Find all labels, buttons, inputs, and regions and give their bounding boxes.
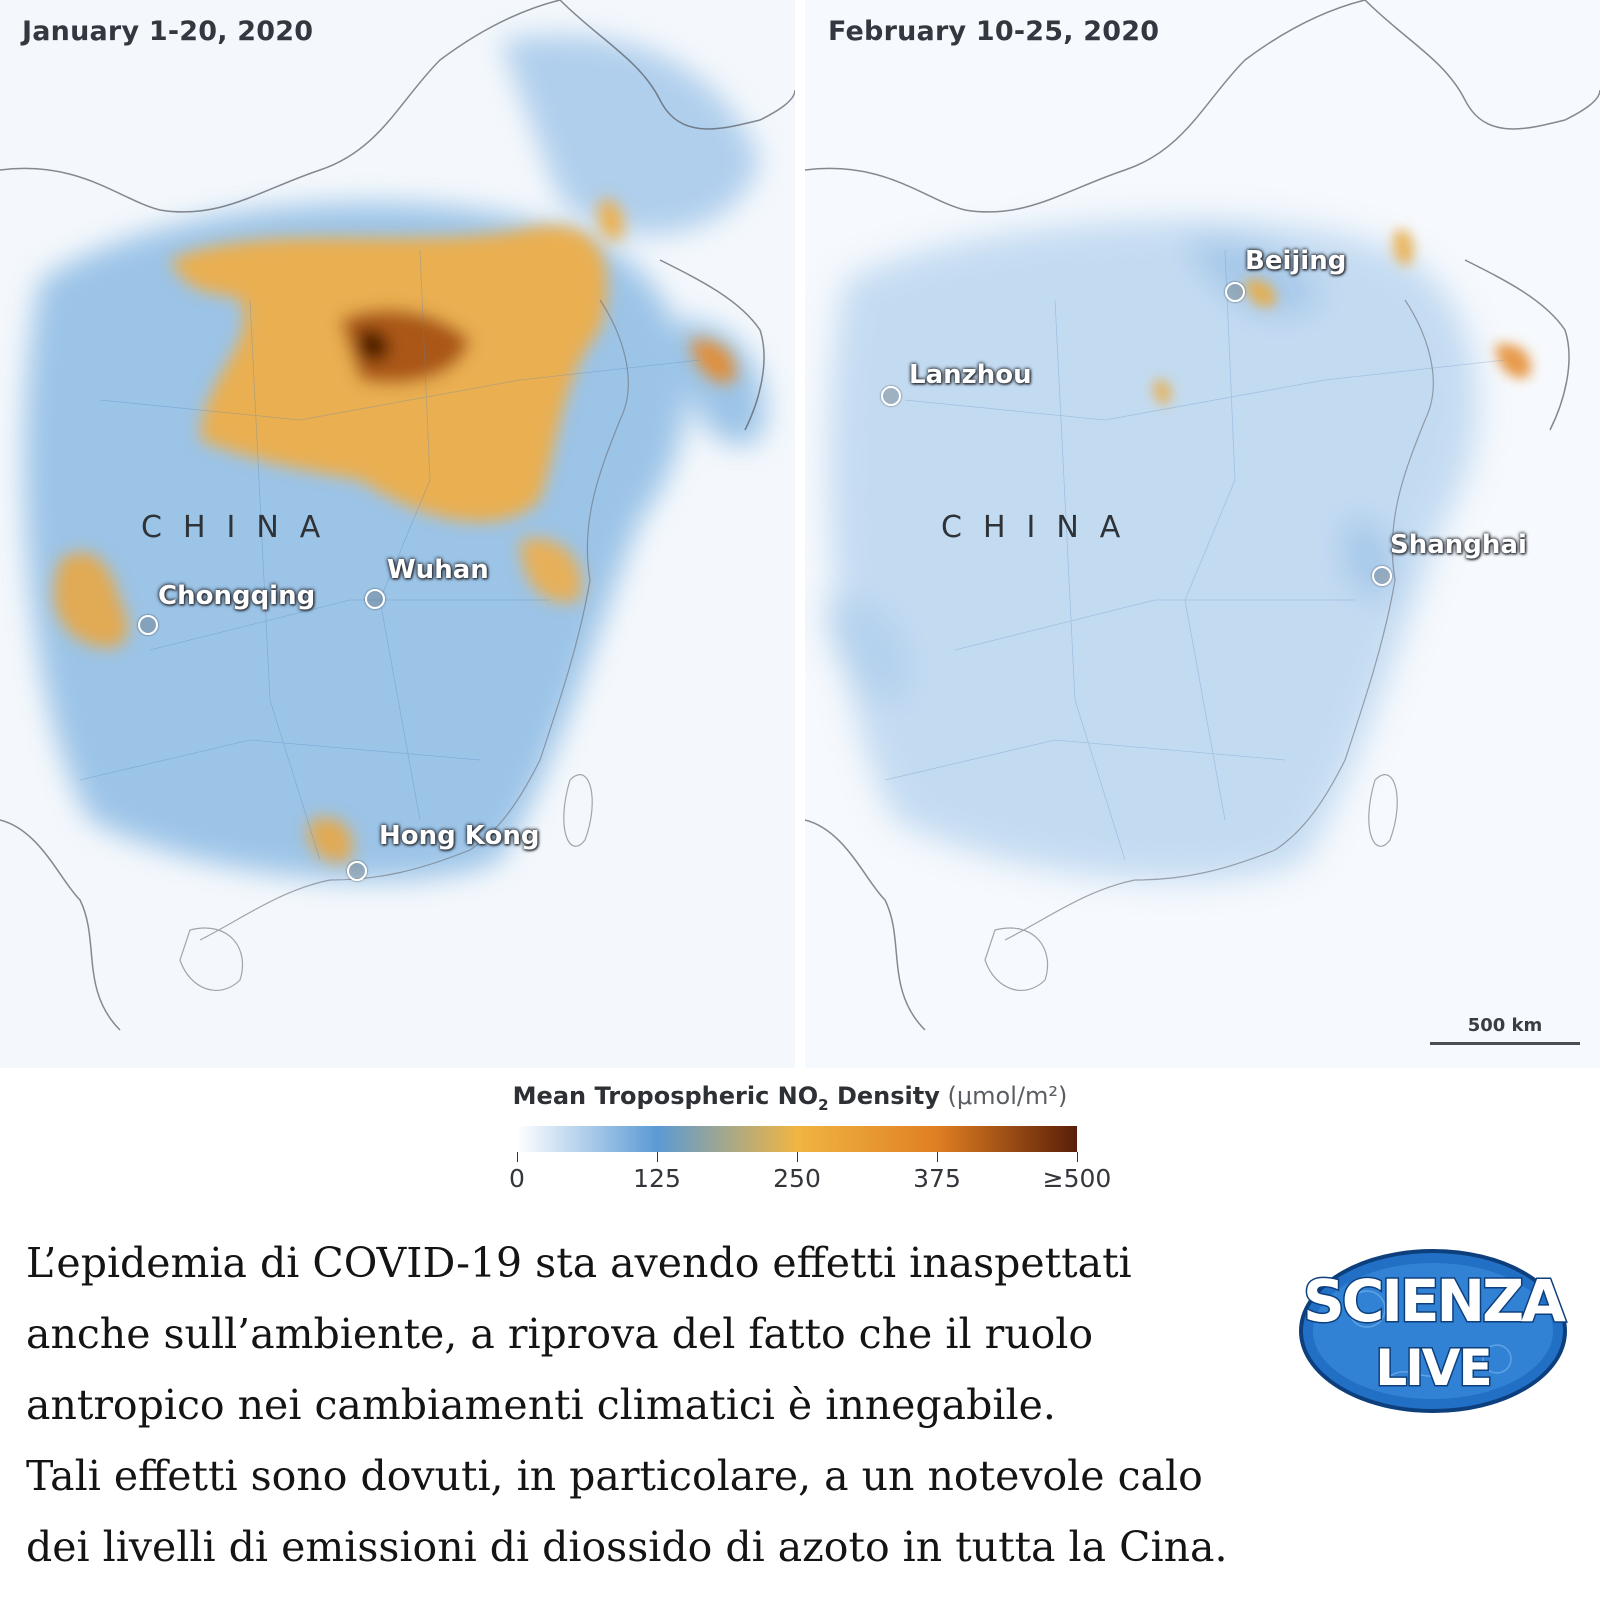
legend: Mean Tropospheric NO2 Density (μmol/m²) … <box>480 1082 1120 1193</box>
scale-bar-label: 500 km <box>1467 1015 1543 1036</box>
city-name: Chongqing <box>158 581 316 611</box>
city-chongqing: Chongqing <box>138 581 315 635</box>
city-shanghai: Shanghai <box>1372 530 1527 586</box>
legend-title-subscript: 2 <box>818 1095 829 1114</box>
legend-title-rest: Density <box>828 1082 940 1110</box>
map-february: February 10-25, 2020 CHINA Beijing Lanzh… <box>805 0 1600 1068</box>
country-label: CHINA <box>141 510 342 545</box>
legend-title-main: Mean Tropospheric NO <box>512 1082 819 1110</box>
legend-tick-label: ≥500 <box>1042 1164 1112 1193</box>
city-name: Beijing <box>1245 246 1347 276</box>
caption-line: dei livelli di emissioni di diossido di … <box>26 1523 1228 1571</box>
city-marker-icon <box>1225 282 1245 302</box>
country-label: CHINA <box>941 510 1142 545</box>
legend-title: Mean Tropospheric NO2 Density (μmol/m²) <box>470 1082 1110 1114</box>
legend-tick-label: 0 <box>509 1164 525 1193</box>
legend-tick-label: 375 <box>913 1164 961 1193</box>
city-name: Hong Kong <box>379 821 540 851</box>
city-wuhan: Wuhan <box>365 555 489 609</box>
city-lanzhou: Lanzhou <box>881 360 1032 406</box>
legend-tick <box>517 1152 518 1162</box>
city-name: Wuhan <box>387 555 489 585</box>
scale-bar-line <box>1430 1042 1580 1045</box>
map-january: January 1-20, 2020 CHINA Wuhan Chongqing… <box>0 0 795 1068</box>
caption: L’epidemia di COVID-19 sta avendo effett… <box>26 1228 1356 1583</box>
legend-tick <box>657 1152 658 1162</box>
caption-line: Tali effetti sono dovuti, in particolare… <box>26 1452 1203 1500</box>
legend-tick-label: 125 <box>633 1164 681 1193</box>
logo-text-bottom: LIVE <box>1375 1339 1490 1397</box>
legend-tick <box>1077 1152 1078 1162</box>
city-marker-icon <box>365 589 385 609</box>
scienza-live-logo-graphic: SCIENZA LIVE <box>1299 1249 1571 1413</box>
city-marker-icon <box>1372 566 1392 586</box>
caption-line: anche sull’ambiente, a riprova del fatto… <box>26 1310 1094 1358</box>
map-february-image <box>805 0 1600 1068</box>
city-name: Shanghai <box>1390 530 1527 560</box>
city-marker-icon <box>347 861 367 881</box>
scale-bar: 500 km <box>1430 1015 1580 1045</box>
legend-color-bar <box>517 1126 1077 1152</box>
city-beijing: Beijing <box>1225 246 1346 302</box>
logo-text-top: SCIENZA <box>1303 1267 1566 1335</box>
date-label: January 1-20, 2020 <box>22 16 314 47</box>
map-january-image <box>0 0 795 1068</box>
date-label: February 10-25, 2020 <box>828 16 1160 47</box>
city-hong-kong: Hong Kong <box>347 821 539 881</box>
scienza-live-logo: SCIENZA LIVE <box>1297 1239 1571 1417</box>
city-name: Lanzhou <box>909 360 1032 390</box>
legend-tick-label: 250 <box>773 1164 821 1193</box>
city-marker-icon <box>881 386 901 406</box>
legend-tick <box>937 1152 938 1162</box>
caption-line: L’epidemia di COVID-19 sta avendo effett… <box>26 1239 1132 1287</box>
legend-unit: (μmol/m²) <box>947 1082 1068 1110</box>
legend-tick <box>797 1152 798 1162</box>
caption-line: antropico nei cambiamenti climatici è in… <box>26 1381 1056 1429</box>
city-marker-icon <box>138 615 158 635</box>
